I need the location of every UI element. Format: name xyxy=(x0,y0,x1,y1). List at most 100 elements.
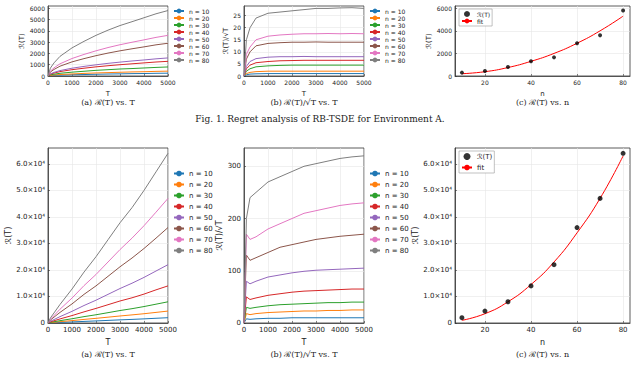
svg-text:n = 30: n = 30 xyxy=(189,22,209,29)
svg-text:100: 100 xyxy=(228,267,241,275)
svg-text:4000: 4000 xyxy=(332,79,347,86)
svg-text:0: 0 xyxy=(41,319,45,327)
svg-text:3000: 3000 xyxy=(30,39,45,46)
svg-text:4.0×10⁴: 4.0×10⁴ xyxy=(423,213,452,221)
svg-text:n = 70: n = 70 xyxy=(385,236,409,244)
svg-text:5000: 5000 xyxy=(30,16,45,23)
svg-text:0: 0 xyxy=(237,319,241,327)
svg-text:0: 0 xyxy=(46,79,50,86)
svg-text:Fig. 1. Regret analysis of RB-: Fig. 1. Regret analysis of RB-TSDE for E… xyxy=(195,114,445,124)
svg-text:n = 30: n = 30 xyxy=(385,192,409,200)
svg-text:n = 40: n = 40 xyxy=(189,29,209,36)
svg-text:n = 10: n = 10 xyxy=(189,170,213,178)
svg-text:3000: 3000 xyxy=(112,79,127,86)
svg-text:1000: 1000 xyxy=(260,79,275,86)
svg-text:0: 0 xyxy=(41,73,45,80)
svg-text:2000: 2000 xyxy=(284,79,299,86)
svg-text:3000: 3000 xyxy=(307,326,325,334)
svg-text:5000: 5000 xyxy=(160,79,175,86)
svg-text:n = 30: n = 30 xyxy=(385,22,405,29)
svg-text:4000: 4000 xyxy=(135,326,153,334)
svg-text:T: T xyxy=(105,338,111,347)
svg-text:n = 10: n = 10 xyxy=(385,170,409,178)
svg-text:4.0×10⁴: 4.0×10⁴ xyxy=(16,213,45,221)
svg-text:n = 10: n = 10 xyxy=(189,8,209,15)
svg-text:(b) ℛ(T)/√T vs. T: (b) ℛ(T)/√T vs. T xyxy=(270,98,338,107)
svg-text:n = 50: n = 50 xyxy=(385,36,405,43)
svg-text:0: 0 xyxy=(448,73,452,80)
svg-text:2.0×10⁴: 2.0×10⁴ xyxy=(423,266,452,274)
svg-text:40: 40 xyxy=(527,326,536,334)
svg-text:n = 80: n = 80 xyxy=(189,247,213,255)
svg-text:(c) ℛ(T) vs. n: (c) ℛ(T) vs. n xyxy=(516,98,569,107)
svg-text:n = 80: n = 80 xyxy=(385,247,409,255)
svg-text:n = 60: n = 60 xyxy=(385,225,409,233)
svg-text:ℛ(T): ℛ(T) xyxy=(477,153,493,161)
svg-text:n = 40: n = 40 xyxy=(385,29,405,36)
svg-text:n = 20: n = 20 xyxy=(189,15,209,22)
svg-text:6000: 6000 xyxy=(30,5,45,12)
svg-text:n = 20: n = 20 xyxy=(189,181,213,189)
svg-text:n = 60: n = 60 xyxy=(385,43,405,50)
svg-text:6000: 6000 xyxy=(437,5,452,12)
svg-text:(b) ℛ(T)/√T vs. T: (b) ℛ(T)/√T vs. T xyxy=(270,350,338,359)
svg-text:n = 30: n = 30 xyxy=(189,192,213,200)
svg-text:n: n xyxy=(540,90,544,98)
svg-text:0: 0 xyxy=(46,326,50,334)
svg-text:ℛ(T): ℛ(T) xyxy=(4,227,13,245)
svg-text:10: 10 xyxy=(233,48,241,55)
svg-text:5000: 5000 xyxy=(355,326,373,334)
svg-text:2000: 2000 xyxy=(88,79,103,86)
svg-text:5000: 5000 xyxy=(356,79,371,86)
svg-text:1000: 1000 xyxy=(64,79,79,86)
svg-text:80: 80 xyxy=(619,326,628,334)
svg-text:n = 70: n = 70 xyxy=(189,50,209,57)
svg-text:n = 40: n = 40 xyxy=(189,203,213,211)
svg-text:4000: 4000 xyxy=(331,326,349,334)
svg-text:ℛ(T): ℛ(T) xyxy=(425,33,433,49)
svg-text:4000: 4000 xyxy=(30,27,45,34)
svg-text:n = 50: n = 50 xyxy=(189,36,209,43)
svg-text:T: T xyxy=(301,338,307,347)
svg-text:4000: 4000 xyxy=(437,27,452,34)
svg-text:5000: 5000 xyxy=(159,326,177,334)
svg-text:1000: 1000 xyxy=(63,326,81,334)
svg-text:fit: fit xyxy=(477,18,484,25)
svg-text:2000: 2000 xyxy=(30,50,45,57)
svg-text:n = 70: n = 70 xyxy=(385,50,405,57)
svg-text:n = 60: n = 60 xyxy=(189,225,213,233)
svg-text:20: 20 xyxy=(233,24,241,31)
svg-text:1.0×10⁴: 1.0×10⁴ xyxy=(16,292,45,300)
svg-text:T: T xyxy=(105,90,111,98)
svg-text:n = 40: n = 40 xyxy=(385,203,409,211)
svg-text:60: 60 xyxy=(573,79,581,86)
svg-text:1000: 1000 xyxy=(259,326,277,334)
svg-text:2.0×10⁴: 2.0×10⁴ xyxy=(16,266,45,274)
svg-text:n: n xyxy=(540,338,545,347)
svg-text:(a) ℛ(T) vs. T: (a) ℛ(T) vs. T xyxy=(81,98,135,107)
svg-text:(a) ℛ(T) vs. T: (a) ℛ(T) vs. T xyxy=(81,350,135,359)
svg-text:1.0×10⁴: 1.0×10⁴ xyxy=(423,292,452,300)
svg-text:20: 20 xyxy=(480,326,489,334)
svg-text:ℛ(T): ℛ(T) xyxy=(477,11,490,18)
svg-text:ℛ(T): ℛ(T) xyxy=(18,33,26,49)
svg-text:0: 0 xyxy=(242,326,246,334)
svg-text:3000: 3000 xyxy=(111,326,129,334)
svg-text:5.0×10⁴: 5.0×10⁴ xyxy=(16,186,45,194)
svg-text:15: 15 xyxy=(233,36,241,43)
svg-text:(c) ℛ(T) vs. n: (c) ℛ(T) vs. n xyxy=(516,350,569,359)
svg-text:2000: 2000 xyxy=(437,50,452,57)
svg-text:4000: 4000 xyxy=(136,79,151,86)
svg-text:n = 20: n = 20 xyxy=(385,181,409,189)
svg-text:25: 25 xyxy=(233,12,241,19)
svg-text:5: 5 xyxy=(237,60,241,67)
svg-text:0: 0 xyxy=(448,319,452,327)
svg-text:ℛ(T): ℛ(T) xyxy=(411,227,420,245)
svg-text:5.0×10⁴: 5.0×10⁴ xyxy=(423,186,452,194)
svg-text:200: 200 xyxy=(228,215,241,223)
svg-text:300: 300 xyxy=(228,162,241,170)
svg-text:0: 0 xyxy=(242,79,246,86)
svg-text:n = 80: n = 80 xyxy=(385,57,405,64)
svg-text:n = 50: n = 50 xyxy=(385,214,409,222)
svg-text:ℛ(T)/√T: ℛ(T)/√T xyxy=(215,220,224,250)
